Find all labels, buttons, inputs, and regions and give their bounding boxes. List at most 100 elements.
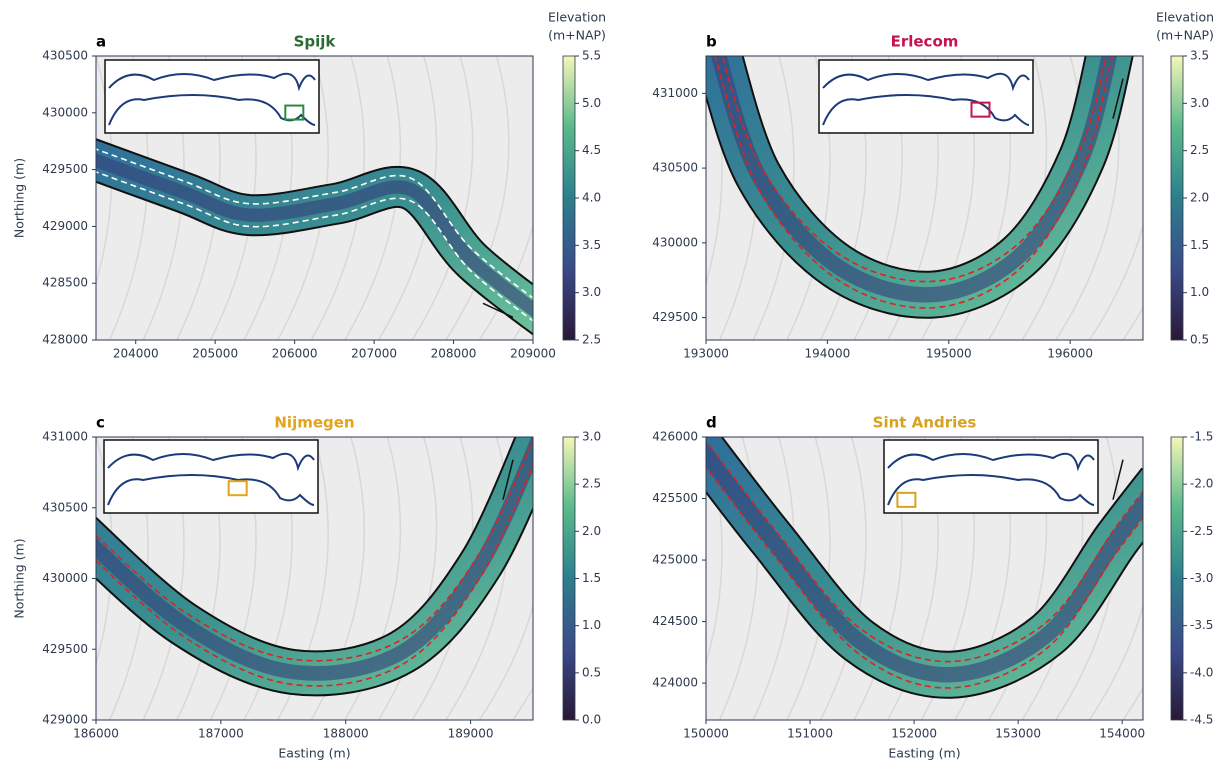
colorbar-tick-label: 2.5 — [1190, 143, 1209, 157]
study-reach — [706, 466, 1143, 689]
colorbar-tick-label: 2.0 — [582, 524, 601, 538]
x-tick-label: 205000 — [192, 347, 238, 361]
inset-river — [107, 474, 315, 506]
river-channel — [710, 56, 1118, 303]
colorbar — [1170, 436, 1184, 721]
colorbar-tick-label: 5.5 — [582, 49, 601, 63]
colorbar-tick-label: 1.0 — [582, 618, 601, 632]
x-tick-label: 152000 — [891, 727, 937, 741]
flow-arrow — [482, 302, 514, 318]
colorbar-tick-label: 1.5 — [1190, 238, 1209, 252]
y-tick-label: 430500 — [42, 49, 88, 63]
y-tick-label: 429500 — [42, 642, 88, 656]
colorbar-tick-label: 3.0 — [582, 430, 601, 444]
panel: 150000 151000 152000 153000 154000 424000 4245… — [652, 414, 1213, 761]
colorbar-tick-label: 3.5 — [1190, 49, 1209, 63]
colorbar-tick-label: -3.0 — [1190, 571, 1213, 585]
flow-arrow — [1112, 459, 1124, 500]
study-reach — [714, 56, 1113, 309]
x-tick-label: 151000 — [787, 727, 833, 741]
y-tick-label: 428500 — [42, 276, 88, 290]
y-tick-label: 424500 — [652, 614, 698, 628]
x-axis-label: Easting (m) — [888, 746, 960, 761]
river-channel — [96, 437, 533, 681]
x-tick-label: 153000 — [995, 727, 1041, 741]
colorbar-tick-label: -3.5 — [1190, 618, 1213, 632]
panel-title: Nijmegen — [274, 414, 354, 432]
x-tick-label: 194000 — [804, 347, 850, 361]
y-tick-label: 430500 — [42, 500, 88, 514]
axes-frame — [705, 55, 1144, 341]
road — [819, 437, 867, 720]
road — [377, 437, 438, 720]
y-tick-label: 431000 — [42, 430, 88, 444]
colorbar-label: Elevation — [548, 10, 606, 25]
panel-label: b — [706, 33, 717, 51]
inset-river — [108, 94, 316, 126]
x-tick-label: 209000 — [510, 347, 556, 361]
colorbar-tick-label: 4.5 — [582, 143, 601, 157]
inset-river — [822, 72, 1030, 92]
y-tick-label: 424000 — [652, 676, 698, 690]
study-reach — [96, 171, 533, 322]
road — [445, 56, 510, 340]
x-tick-label: 195000 — [926, 347, 972, 361]
study-reach — [721, 56, 1108, 283]
x-tick-label: 187000 — [198, 727, 244, 741]
inset-river — [887, 474, 1095, 506]
inset-marker — [284, 104, 305, 121]
inset-river — [107, 452, 315, 472]
panel-title: Erlecom — [891, 33, 959, 51]
inset-river — [887, 452, 1095, 472]
colorbar-tick-label: 2.5 — [582, 477, 601, 491]
y-tick-label: 430000 — [42, 571, 88, 585]
colorbar-label: (m+NAP) — [1156, 28, 1214, 43]
x-tick-label: 204000 — [113, 347, 159, 361]
y-tick-label: 430500 — [652, 161, 698, 175]
flow-arrow — [1112, 78, 1124, 119]
y-tick-label: 426000 — [652, 430, 698, 444]
axes-frame — [705, 436, 1144, 721]
y-tick-label: 425500 — [652, 491, 698, 505]
colorbar-tick-label: 1.5 — [582, 571, 601, 585]
panel-title: Spijk — [294, 33, 337, 51]
study-reach — [96, 462, 533, 687]
inset-river — [822, 94, 1030, 126]
colorbar-tick-label: 0.5 — [1190, 333, 1209, 347]
inset-river — [108, 72, 316, 92]
panel-title: Sint Andries — [873, 414, 977, 432]
panel: 193000 194000 195000 196000 429500 430000 4305… — [652, 10, 1214, 361]
colorbar — [1170, 55, 1184, 341]
river-channel — [706, 441, 1143, 683]
x-tick-label: 193000 — [683, 347, 729, 361]
study-reach — [96, 148, 533, 300]
inset-marker — [896, 491, 917, 508]
colorbar-label: Elevation — [1156, 10, 1214, 25]
panel-label: a — [96, 33, 106, 51]
road — [411, 56, 474, 340]
inset-marker — [227, 480, 248, 497]
y-tick-label: 425000 — [652, 553, 698, 567]
colorbar-tick-label: 3.0 — [1190, 96, 1209, 110]
colorbar-tick-label: 0.0 — [582, 713, 601, 727]
colorbar-tick-label: 2.0 — [1190, 191, 1209, 205]
colorbar-tick-label: 3.0 — [582, 285, 601, 299]
colorbar-tick-label: 2.5 — [582, 333, 601, 347]
colorbar-tick-label: -4.0 — [1190, 665, 1213, 679]
colorbar-tick-label: -2.5 — [1190, 524, 1213, 538]
colorbar-tick-label: 0.5 — [582, 665, 601, 679]
y-tick-label: 429000 — [42, 713, 88, 727]
colorbar-tick-label: -2.0 — [1190, 477, 1213, 491]
y-tick-label: 430000 — [652, 235, 698, 249]
flow-arrow — [502, 459, 514, 500]
x-tick-label: 150000 — [683, 727, 729, 741]
y-axis-label: Northing (m) — [12, 538, 27, 618]
x-tick-label: 208000 — [431, 347, 477, 361]
x-tick-label: 189000 — [448, 727, 494, 741]
colorbar-tick-label: 1.0 — [1190, 285, 1209, 299]
colorbar — [562, 436, 576, 721]
road — [478, 437, 533, 720]
colorbar-tick-label: 5.0 — [582, 96, 601, 110]
colorbar-tick-label: -4.5 — [1190, 713, 1213, 727]
